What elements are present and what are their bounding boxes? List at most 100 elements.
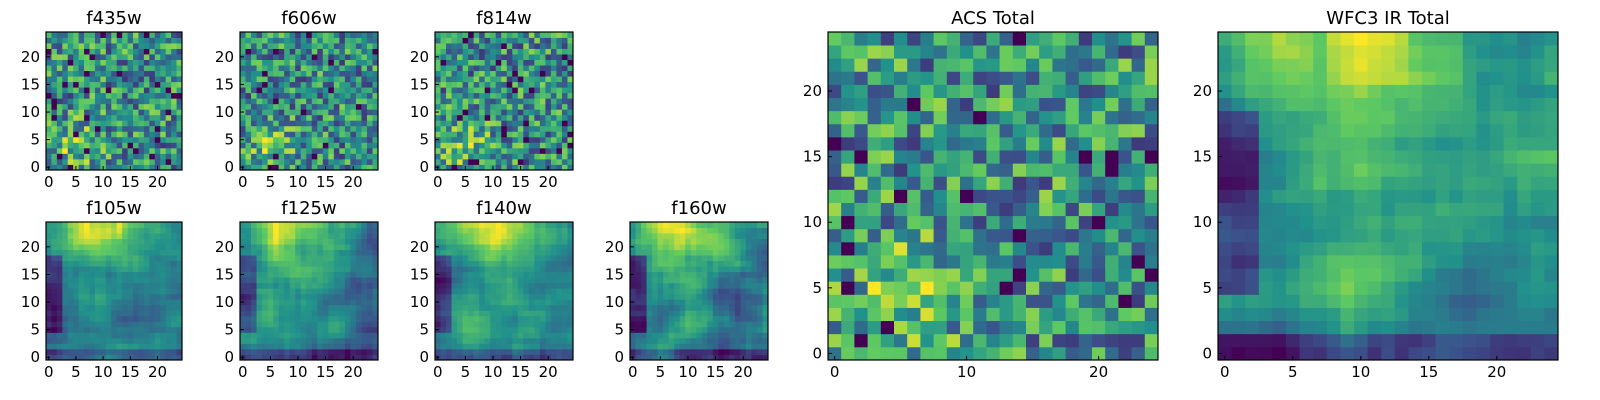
heatmap-cell (122, 299, 128, 306)
heatmap-cell (89, 321, 96, 328)
heatmap-cell (751, 337, 758, 344)
heatmap-cell (366, 158, 373, 165)
heatmap-cell (273, 277, 280, 284)
heatmap-cell (138, 282, 145, 289)
heatmap-cell (462, 70, 469, 77)
heatmap-cell (122, 326, 128, 333)
heatmap-cell (278, 233, 285, 239)
heatmap-cell (751, 348, 758, 355)
heatmap-cell (366, 147, 373, 154)
heatmap-cell (176, 277, 183, 284)
heatmap-cell (361, 271, 368, 278)
heatmap-cell (240, 315, 246, 322)
heatmap-cell (880, 241, 895, 256)
heatmap-cell (133, 282, 139, 289)
heatmap-cell (446, 81, 452, 88)
heatmap-cell (84, 271, 90, 278)
heatmap-cell (1118, 136, 1132, 151)
heatmap-cell (512, 98, 519, 105)
heatmap-cell (539, 332, 546, 339)
heatmap-cell (46, 266, 52, 273)
heatmap-cell (51, 131, 58, 138)
heatmap-cell (306, 321, 313, 328)
heatmap-cell (490, 142, 497, 149)
heatmap-cell (284, 158, 291, 165)
heatmap-cell (457, 238, 463, 245)
heatmap-cell (484, 260, 491, 267)
heatmap-cell (561, 332, 568, 339)
heatmap-cell (534, 332, 541, 339)
heatmap-cell (160, 48, 167, 55)
heatmap-cell (1052, 346, 1066, 361)
heatmap-cell (240, 304, 246, 311)
heatmap-cell (999, 189, 1014, 203)
heatmap-cell (361, 233, 368, 239)
heatmap-cell (1026, 228, 1040, 243)
heatmap-cell (506, 233, 513, 239)
heatmap-cell (1052, 163, 1066, 177)
heatmap-cell (333, 131, 340, 138)
heatmap-cell (528, 332, 535, 339)
heatmap-cell (933, 202, 948, 217)
heatmap-cell (160, 37, 167, 44)
heatmap-cell (468, 48, 475, 55)
heatmap-cell (561, 48, 568, 55)
heatmap-cell (62, 125, 69, 132)
heatmap-cell (171, 81, 177, 88)
heatmap-cell (267, 65, 274, 72)
heatmap-cell (149, 54, 156, 60)
heatmap-cell (479, 271, 486, 278)
heatmap-cell (630, 255, 636, 262)
heatmap-cell (635, 321, 642, 328)
heatmap-cell (116, 348, 123, 355)
heatmap-cell (473, 131, 480, 138)
heatmap-cell (630, 288, 636, 295)
heatmap-cell (73, 125, 80, 132)
heatmap-cell (1052, 307, 1066, 322)
heatmap-cell (127, 32, 134, 38)
heatmap-cell (284, 332, 291, 339)
heatmap-cell (479, 326, 486, 333)
heatmap-cell (734, 337, 741, 344)
heatmap-cell (440, 114, 447, 121)
heatmap-cell (94, 136, 101, 143)
heatmap-cell (84, 59, 90, 66)
heatmap-cell (251, 238, 257, 245)
heatmap-cell (528, 238, 535, 245)
heatmap-cell (350, 59, 357, 66)
heatmap-cell (451, 293, 458, 300)
heatmap-cell (171, 37, 177, 44)
heatmap-cell (160, 299, 167, 306)
heatmap-cell (534, 158, 541, 165)
heatmap-cell (550, 304, 557, 311)
heatmap-cell (122, 131, 128, 138)
heatmap-cell (127, 293, 134, 300)
heatmap-cell (1105, 215, 1119, 230)
heatmap-cell (435, 131, 441, 138)
heatmap-cell (160, 87, 167, 94)
heatmap-cell (1012, 241, 1027, 256)
heatmap-cell (523, 125, 530, 132)
heatmap-cell (143, 131, 150, 138)
heatmap-cell (160, 92, 167, 99)
heatmap-cell (317, 343, 324, 350)
heatmap-cell (473, 277, 480, 284)
heatmap-cell (479, 321, 486, 328)
heatmap-cell (355, 81, 362, 88)
heatmap-cell (317, 87, 324, 94)
heatmap-cell (1144, 307, 1159, 322)
heatmap-cell (245, 103, 252, 110)
heatmap-cell (685, 310, 692, 317)
heatmap-cell (46, 343, 52, 350)
heatmap-cell (946, 333, 961, 348)
heatmap-cell (506, 136, 513, 143)
heatmap-cell (127, 48, 134, 55)
heatmap-cell (366, 354, 373, 361)
heatmap-cell (1131, 333, 1146, 348)
heatmap-cell (284, 76, 291, 83)
heatmap-cell (854, 189, 868, 203)
heatmap-cell (946, 150, 961, 164)
heatmap-cell (663, 277, 670, 284)
heatmap-cell (495, 277, 502, 284)
heatmap-cell (111, 81, 118, 88)
